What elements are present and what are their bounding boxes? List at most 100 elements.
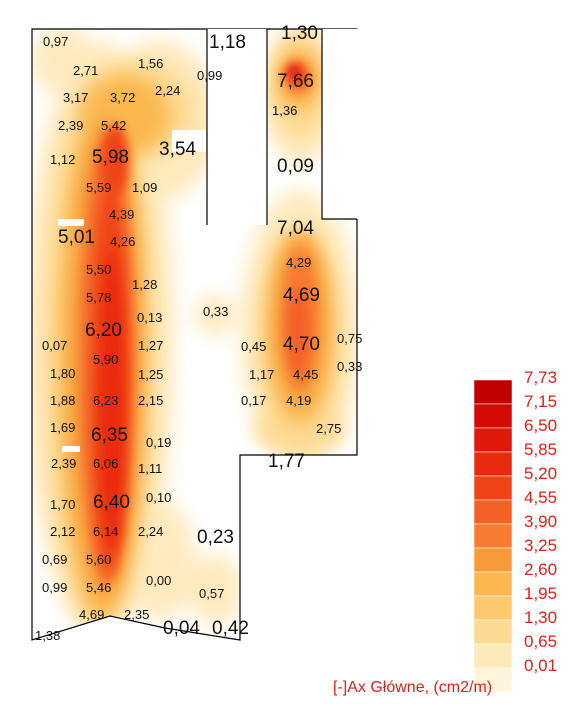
value-label: 4,29 bbox=[286, 255, 311, 270]
value-label: 0,04 bbox=[163, 618, 200, 639]
value-label: 0,33 bbox=[337, 359, 362, 374]
value-label: 2,75 bbox=[316, 421, 341, 436]
value-label: 1,18 bbox=[209, 32, 246, 53]
value-label: 0,97 bbox=[43, 34, 68, 49]
value-label: 2,12 bbox=[50, 524, 75, 539]
value-label: 3,17 bbox=[63, 90, 88, 105]
value-label: 5,42 bbox=[101, 118, 126, 133]
value-label: 5,60 bbox=[86, 552, 111, 567]
value-label: 1,88 bbox=[50, 393, 75, 408]
value-label: 3,72 bbox=[110, 90, 135, 105]
value-label: 0,19 bbox=[146, 435, 171, 450]
value-label: 5,78 bbox=[86, 290, 111, 305]
value-label: 1,11 bbox=[138, 461, 162, 476]
value-label: 5,90 bbox=[93, 352, 118, 367]
opening-outline bbox=[206, 29, 357, 225]
contour-fill bbox=[32, 29, 357, 640]
value-label: 6,14 bbox=[93, 524, 118, 539]
value-label: 0,13 bbox=[137, 310, 162, 325]
value-label: 7,66 bbox=[277, 71, 314, 92]
legend-value: 6,50 bbox=[524, 416, 557, 435]
legend-swatch bbox=[473, 667, 513, 693]
value-label: 6,40 bbox=[93, 492, 130, 513]
value-labels: 0,97 1,18 1,30 2,71 1,56 0,99 7,66 3,17 … bbox=[35, 23, 362, 643]
legend-value: 7,73 bbox=[524, 368, 557, 387]
value-label: 2,35 bbox=[124, 607, 149, 622]
legend-value: 0,65 bbox=[524, 632, 557, 651]
legend-value: 1,30 bbox=[524, 608, 557, 627]
value-label: 1,27 bbox=[138, 338, 163, 353]
legend-swatch bbox=[473, 523, 513, 549]
value-label: 6,20 bbox=[85, 320, 122, 341]
value-label: 5,98 bbox=[92, 147, 129, 168]
value-label: 6,23 bbox=[93, 393, 118, 408]
opening bbox=[322, 29, 358, 219]
legend-swatch bbox=[473, 475, 513, 501]
legend-swatch bbox=[473, 547, 513, 573]
value-label: 1,70 bbox=[50, 497, 75, 512]
value-label: 5,50 bbox=[86, 262, 111, 277]
legend-swatch bbox=[473, 619, 513, 645]
legend-value: 3,90 bbox=[524, 512, 557, 531]
value-label: 1,09 bbox=[132, 180, 157, 195]
opening bbox=[62, 446, 80, 452]
value-label: 0,99 bbox=[197, 68, 222, 83]
opening bbox=[172, 130, 206, 152]
value-label: 4,69 bbox=[283, 285, 320, 306]
value-label: 0,75 bbox=[337, 331, 362, 346]
legend: 7,73 7,15 6,50 5,85 5,20 4,55 3,90 3,25 2,60 1,95… bbox=[473, 368, 557, 693]
value-label: 5,46 bbox=[86, 580, 111, 595]
legend-caption: [-]Ax Główne, (cm2/m) bbox=[333, 679, 492, 696]
value-label: 6,35 bbox=[91, 425, 128, 446]
value-label: 5,59 bbox=[86, 180, 111, 195]
legend-value: 4,55 bbox=[524, 488, 557, 507]
value-label: 5,01 bbox=[58, 227, 95, 248]
opening bbox=[207, 29, 267, 225]
legend-swatch bbox=[473, 451, 513, 477]
legend-swatch bbox=[473, 643, 513, 669]
value-label: 0,57 bbox=[199, 586, 224, 601]
legend-value: 5,85 bbox=[524, 440, 557, 459]
value-label: 2,24 bbox=[155, 83, 180, 98]
legend-value: 0,01 bbox=[524, 656, 557, 675]
value-label: 0,17 bbox=[241, 393, 266, 408]
value-label: 0,00 bbox=[146, 573, 171, 588]
value-label: 3,54 bbox=[159, 139, 196, 160]
legend-value: 5,20 bbox=[524, 464, 557, 483]
value-label: 1,30 bbox=[281, 23, 318, 44]
value-label: 2,39 bbox=[58, 118, 83, 133]
value-label: 4,26 bbox=[110, 234, 135, 249]
legend-swatch bbox=[473, 427, 513, 453]
value-label: 1,38 bbox=[35, 628, 60, 643]
value-label: 1,17 bbox=[249, 367, 274, 382]
value-label: 1,28 bbox=[132, 277, 157, 292]
value-label: 0,99 bbox=[42, 580, 67, 595]
value-label: 0,07 bbox=[42, 338, 67, 353]
legend-swatch bbox=[473, 499, 513, 525]
value-label: 4,39 bbox=[109, 207, 134, 222]
value-label: 4,19 bbox=[286, 393, 311, 408]
value-label: 0,69 bbox=[42, 552, 67, 567]
value-label: 4,70 bbox=[283, 334, 320, 355]
legend-value: 3,25 bbox=[524, 536, 557, 555]
legend-value: 1,95 bbox=[524, 584, 557, 603]
value-label: 0,45 bbox=[241, 339, 266, 354]
value-label: 1,25 bbox=[138, 367, 163, 382]
value-label: 4,69 bbox=[79, 607, 104, 622]
opening bbox=[58, 219, 84, 226]
value-label: 0,33 bbox=[203, 304, 228, 319]
value-label: 2,24 bbox=[138, 524, 163, 539]
value-label: 0,42 bbox=[212, 618, 249, 639]
value-label: 7,04 bbox=[277, 218, 314, 239]
legend-value: 7,15 bbox=[524, 392, 557, 411]
value-label: 0,10 bbox=[146, 490, 171, 505]
value-label: 0,23 bbox=[197, 527, 234, 548]
value-label: 0,09 bbox=[277, 156, 314, 177]
legend-swatch bbox=[473, 403, 513, 429]
value-label: 1,36 bbox=[272, 103, 297, 118]
legend-swatch bbox=[473, 379, 513, 405]
value-label: 1,56 bbox=[138, 56, 163, 71]
value-label: 1,80 bbox=[50, 366, 75, 381]
value-label: 6,06 bbox=[93, 456, 118, 471]
